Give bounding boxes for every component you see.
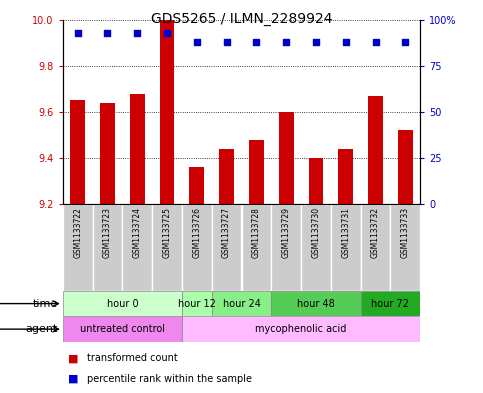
Point xyxy=(74,29,82,36)
Text: agent: agent xyxy=(26,324,58,334)
Point xyxy=(401,39,409,45)
Bar xyxy=(368,96,383,204)
Bar xyxy=(390,204,420,291)
Text: ■: ■ xyxy=(68,353,78,363)
Bar xyxy=(152,204,182,291)
Bar xyxy=(189,167,204,204)
Point xyxy=(312,39,320,45)
Bar xyxy=(271,291,361,316)
Point xyxy=(163,29,171,36)
Point xyxy=(372,39,380,45)
Bar xyxy=(309,158,324,204)
Text: untreated control: untreated control xyxy=(80,324,165,334)
Point xyxy=(193,39,201,45)
Text: percentile rank within the sample: percentile rank within the sample xyxy=(87,374,252,384)
Text: GSM1133729: GSM1133729 xyxy=(282,207,291,258)
Bar xyxy=(271,204,301,291)
Text: hour 72: hour 72 xyxy=(371,299,410,309)
Bar xyxy=(93,204,122,291)
Bar xyxy=(212,291,271,316)
Bar xyxy=(182,316,420,342)
Bar xyxy=(242,204,271,291)
Bar xyxy=(130,94,145,204)
Text: GSM1133731: GSM1133731 xyxy=(341,207,350,258)
Point xyxy=(223,39,230,45)
Bar xyxy=(301,204,331,291)
Text: hour 12: hour 12 xyxy=(178,299,216,309)
Point xyxy=(282,39,290,45)
Text: GSM1133723: GSM1133723 xyxy=(103,207,112,258)
Bar xyxy=(338,149,353,204)
Bar xyxy=(219,149,234,204)
Text: ■: ■ xyxy=(68,374,78,384)
Bar xyxy=(212,204,242,291)
Text: hour 0: hour 0 xyxy=(107,299,138,309)
Text: GSM1133722: GSM1133722 xyxy=(73,207,82,258)
Bar xyxy=(63,316,182,342)
Bar xyxy=(249,140,264,204)
Bar xyxy=(63,204,93,291)
Bar xyxy=(182,291,212,316)
Bar xyxy=(182,204,212,291)
Bar xyxy=(398,130,413,204)
Text: time: time xyxy=(33,299,58,309)
Point xyxy=(104,29,112,36)
Text: GSM1133726: GSM1133726 xyxy=(192,207,201,258)
Text: transformed count: transformed count xyxy=(87,353,178,363)
Text: GSM1133727: GSM1133727 xyxy=(222,207,231,258)
Text: GSM1133724: GSM1133724 xyxy=(133,207,142,258)
Bar xyxy=(100,103,115,204)
Text: hour 24: hour 24 xyxy=(223,299,260,309)
Bar xyxy=(331,204,361,291)
Bar xyxy=(361,291,420,316)
Bar xyxy=(361,204,390,291)
Text: GSM1133725: GSM1133725 xyxy=(163,207,171,258)
Text: mycophenolic acid: mycophenolic acid xyxy=(256,324,347,334)
Text: GSM1133732: GSM1133732 xyxy=(371,207,380,258)
Bar xyxy=(63,291,182,316)
Bar xyxy=(279,112,294,204)
Bar xyxy=(122,204,152,291)
Bar xyxy=(70,101,85,204)
Text: GSM1133728: GSM1133728 xyxy=(252,207,261,258)
Text: GSM1133730: GSM1133730 xyxy=(312,207,320,258)
Point xyxy=(133,29,141,36)
Text: GSM1133733: GSM1133733 xyxy=(401,207,410,258)
Text: GDS5265 / ILMN_2289924: GDS5265 / ILMN_2289924 xyxy=(151,12,332,26)
Point xyxy=(253,39,260,45)
Text: hour 48: hour 48 xyxy=(297,299,335,309)
Point xyxy=(342,39,350,45)
Bar xyxy=(159,20,174,204)
